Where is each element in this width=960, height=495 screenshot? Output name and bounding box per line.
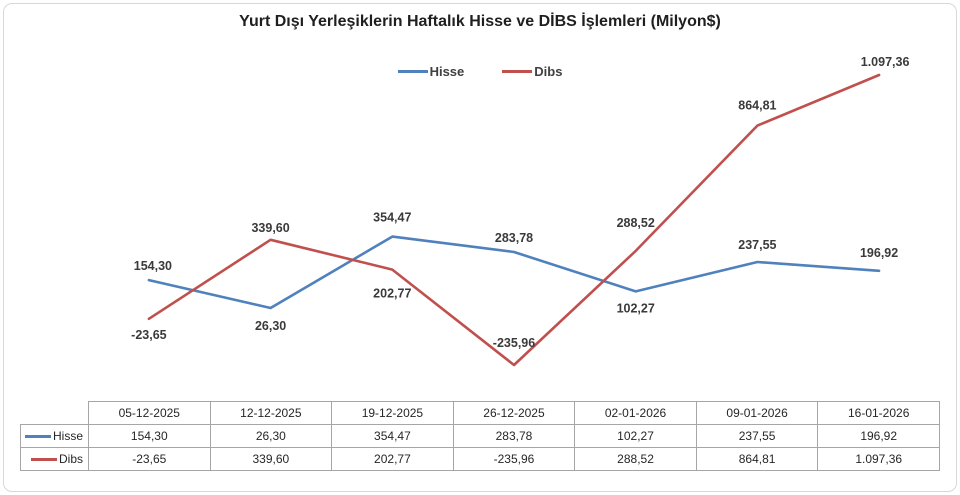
legend-item-dibs: Dibs	[502, 64, 562, 79]
cell-hisse-1: 26,30	[209, 424, 333, 448]
table-body: Hisse 154,30 26,30 354,47 283,78 102,27 237,55…	[20, 424, 940, 471]
hisse-line-swatch	[397, 70, 428, 73]
chart-legend: Hisse Dibs	[0, 64, 960, 79]
cell-dibs-4: 288,52	[574, 447, 697, 471]
dibs-line-swatch	[502, 70, 533, 73]
cell-dibs-2: 202,77	[331, 447, 454, 471]
cell-dibs-6: 1.097,36	[817, 447, 940, 471]
column-header-3: 26-12-2025	[452, 401, 576, 425]
cell-hisse-4: 102,27	[574, 424, 697, 448]
table-head: 05-12-2025 12-12-2025 19-12-2025 26-12-2025…	[21, 401, 940, 425]
column-header-1: 12-12-2025	[209, 401, 333, 425]
dibs-series-swatch	[30, 458, 57, 462]
column-header-2: 19-12-2025	[331, 401, 454, 425]
legend-item-hisse: Hisse	[397, 64, 465, 79]
data-table: 05-12-2025 12-12-2025 19-12-2025 26-12-2025…	[20, 401, 940, 471]
column-header-0: 05-12-2025	[88, 401, 211, 425]
cell-dibs-0: -23,65	[88, 447, 211, 471]
row-header-label-hisse: Hisse	[52, 429, 83, 443]
column-header-5: 09-01-2026	[695, 401, 819, 425]
table-row-hisse: Hisse 154,30 26,30 354,47 283,78 102,27 237,55…	[20, 424, 940, 448]
row-header-hisse: Hisse	[20, 424, 89, 448]
cell-hisse-3: 283,78	[452, 424, 576, 448]
hisse-series-swatch	[24, 435, 51, 439]
cell-dibs-1: 339,60	[209, 447, 333, 471]
legend-label-dibs: Dibs	[534, 64, 563, 79]
column-header-4: 02-01-2026	[574, 401, 697, 425]
cell-dibs-3: -235,96	[452, 447, 576, 471]
table-header-row: 05-12-2025 12-12-2025 19-12-2025 26-12-2025…	[21, 401, 940, 425]
row-header-dibs: Dibs	[20, 447, 89, 471]
cell-hisse-5: 237,55	[695, 424, 819, 448]
chart-title: Yurt Dışı Yerleşiklerin Haftalık Hisse v…	[239, 13, 721, 30]
legend-label-hisse: Hisse	[429, 64, 465, 79]
column-header-6: 16-01-2026	[817, 401, 940, 425]
table-row-dibs: Dibs -23,65 339,60 202,77 -235,96 288,52 864,8…	[20, 447, 940, 471]
cell-dibs-5: 864,81	[695, 447, 819, 471]
cell-hisse-0: 154,30	[88, 424, 211, 448]
row-header-label-dibs: Dibs	[58, 452, 83, 466]
table-corner-cell	[21, 402, 89, 425]
cell-hisse-2: 354,47	[331, 424, 454, 448]
cell-hisse-6: 196,92	[817, 424, 940, 448]
